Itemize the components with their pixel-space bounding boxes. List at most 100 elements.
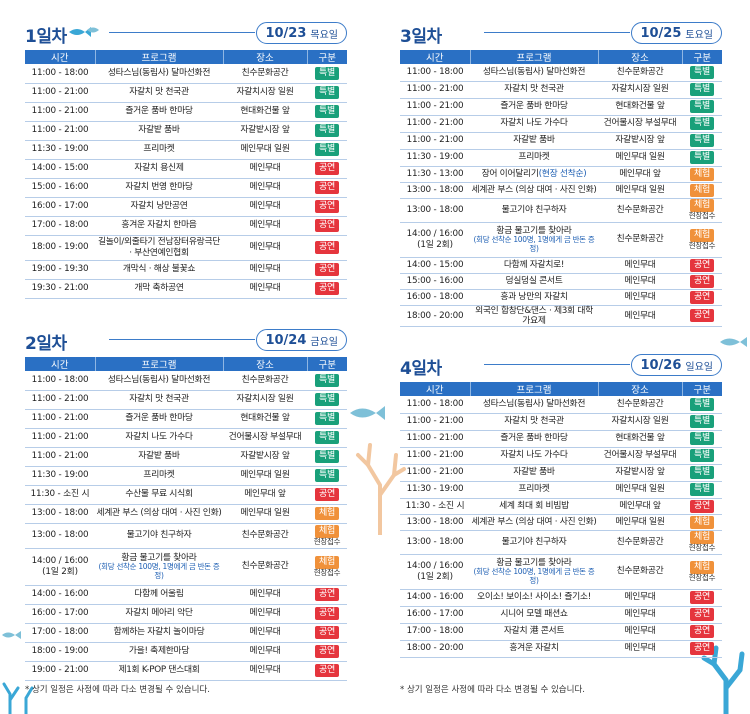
program-text: 성타스님(동림사) 달마선화전 bbox=[107, 375, 211, 386]
place-cell: 친수문화공간 bbox=[223, 523, 307, 549]
time-text: 11:00 - 21:00 bbox=[31, 125, 89, 136]
time-cell: 11:00 - 21:00 bbox=[400, 430, 470, 448]
table-row: 17:00 - 18:00 함께하는 자갈치 놀이마당 메인무대 공연 bbox=[25, 623, 347, 643]
time-cell: 11:00 - 18:00 bbox=[400, 396, 470, 414]
place-cell: 메인무대 bbox=[223, 235, 307, 261]
program-text: 프리마켓 bbox=[143, 470, 175, 481]
place-cell: 자갈치시장 일원 bbox=[223, 83, 307, 103]
program-cell: 다함께 자갈치로! bbox=[470, 257, 598, 274]
column-header: 장소 bbox=[598, 50, 683, 64]
type-badge: 특별 bbox=[315, 86, 339, 99]
type-badge: 특별 bbox=[315, 124, 339, 137]
fish-icon bbox=[69, 27, 99, 37]
table-row: 11:00 - 21:00 즐거운 품바 한마당 현대화건물 앞 특별 bbox=[25, 409, 347, 429]
program-cell: 성타스님(동림사) 달마선화전 bbox=[95, 64, 223, 84]
day-title: 1일차 bbox=[25, 27, 67, 47]
place-cell: 메인무대 일원 bbox=[223, 466, 307, 486]
column-header: 장소 bbox=[598, 382, 683, 396]
time-text: 14:00 / 16:00 bbox=[31, 556, 89, 567]
time-cell: 14:00 - 16:00 bbox=[25, 585, 95, 605]
type-badge: 특별 bbox=[690, 415, 714, 428]
time-text: 19:00 - 19:30 bbox=[31, 264, 89, 275]
place-cell: 메인무대 bbox=[223, 642, 307, 662]
type-cell: 체험 bbox=[307, 504, 347, 524]
program-cell: 황금 물고기를 찾아라 (회당 선착순 100명, 1명에게 금 반돈 증정) bbox=[470, 222, 598, 258]
time-text: 13:00 - 18:00 bbox=[31, 508, 89, 519]
table-row: 11:00 - 18:00 성타스님(동림사) 달마선화전 친수문화공간 특별 bbox=[400, 64, 722, 82]
type-cell: 체험 현장접수 bbox=[682, 554, 722, 590]
type-badge: 공연 bbox=[315, 200, 339, 213]
program-text: 개막식 · 해상 불꽃쇼 bbox=[122, 264, 196, 275]
column-header: 장소 bbox=[223, 357, 308, 371]
table-header-row: 시간 프로그램 장소 구분 bbox=[400, 382, 722, 396]
column-header: 장소 bbox=[223, 50, 308, 64]
type-cell: 공연 bbox=[682, 273, 722, 290]
program-text: 즐거운 품바 한마당 bbox=[125, 106, 193, 117]
time-text: 11:30 - 19:00 bbox=[406, 152, 464, 163]
program-cell: 프리마켓 bbox=[95, 140, 223, 160]
place-cell: 메인무대 bbox=[598, 305, 682, 327]
program-cell: 자갈밭 품바 bbox=[95, 447, 223, 467]
type-cell: 체험 bbox=[682, 182, 722, 199]
program-cell: 장어 이어달리기(현장 선착순) bbox=[470, 166, 598, 183]
time-text: 11:00 - 21:00 bbox=[31, 432, 89, 443]
column-header: 구분 bbox=[307, 50, 347, 64]
program-cell: 프리마켓 bbox=[470, 149, 598, 167]
time-cell: 11:00 - 21:00 bbox=[25, 102, 95, 122]
type-cell: 체험 현장접수 bbox=[307, 523, 347, 549]
time-text: 11:00 - 21:00 bbox=[406, 467, 464, 478]
table-row: 11:00 - 21:00 자갈치 나도 가수다 건어물시장 부설무대 특별 bbox=[25, 428, 347, 448]
time-cell: 17:00 - 18:00 bbox=[400, 623, 470, 641]
time-cell: 19:00 - 21:00 bbox=[25, 661, 95, 681]
time-text: 13:00 - 18:00 bbox=[31, 530, 89, 541]
program-text: 덩실덩실 콘서트 bbox=[505, 275, 563, 286]
time-text: 11:00 - 21:00 bbox=[31, 394, 89, 405]
type-badge: 특별 bbox=[690, 100, 714, 113]
type-badge: 공연 bbox=[315, 645, 339, 658]
type-badge: 공연 bbox=[315, 488, 339, 501]
table-row: 16:00 - 17:00 자갈치 낭만공연 메인무대 공연 bbox=[25, 197, 347, 217]
date-label: 10/25 bbox=[640, 25, 682, 41]
table-row: 11:30 - 13:00 장어 이어달리기(현장 선착순) 메인무대 앞 체험 bbox=[400, 166, 722, 183]
time-text: 11:30 - 소진 시 bbox=[30, 489, 90, 500]
place-cell: 메인무대 일원 bbox=[598, 481, 682, 499]
time-cell: 16:00 - 17:00 bbox=[25, 604, 95, 624]
type-badge: 특별 bbox=[315, 143, 339, 156]
type-cell: 체험 현장접수 bbox=[682, 530, 722, 555]
time-text: 17:00 - 18:00 bbox=[31, 220, 89, 231]
program-cell: 오이소! 보이소! 사이소! 즐기소! bbox=[470, 589, 598, 607]
table-row: 17:00 - 18:00 자갈치 港 콘서트 메인무대 공연 bbox=[400, 623, 722, 641]
table-row: 14:00 / 16:00 (1일 2회) 황금 물고기를 찾아라 (회당 선착순 1… bbox=[400, 554, 722, 590]
time-text: 16:00 - 18:00 bbox=[406, 291, 464, 302]
day-schedule-3: 3일차 10/25 토요일 시간 프로그램 장소 구분 11:00 - 18:00 성타스님(동… bbox=[400, 22, 722, 327]
time-cell: 13:00 - 18:00 bbox=[400, 514, 470, 531]
program-text: 세계관 부스 (의상 대여 · 사진 인화) bbox=[96, 508, 222, 519]
program-text: 세계 최대 회 비빔밥 bbox=[499, 500, 569, 511]
table-row: 19:30 - 21:00 개막 축하공연 메인무대 공연 bbox=[25, 279, 347, 299]
time-text: 11:00 - 18:00 bbox=[406, 399, 464, 410]
divider bbox=[484, 364, 630, 365]
time-cell: 11:30 - 19:00 bbox=[400, 481, 470, 499]
type-cell: 특별 bbox=[682, 132, 722, 150]
coral-decoration bbox=[2, 682, 34, 714]
type-badge: 체험 bbox=[690, 199, 714, 213]
time-text: 11:30 - 19:00 bbox=[31, 144, 89, 155]
day-header: 4일차 10/26 일요일 bbox=[400, 354, 722, 379]
place-cell: 메인무대 bbox=[598, 589, 682, 607]
type-badge: 공연 bbox=[690, 290, 714, 304]
time-text: 16:00 - 17:00 bbox=[31, 201, 89, 212]
time-cell: 14:00 / 16:00 (1일 2회) bbox=[25, 548, 95, 586]
time-text: 11:00 - 21:00 bbox=[406, 84, 464, 95]
program-text: 자갈밭 품바 bbox=[513, 467, 555, 478]
program-cell: 자갈치 맛 천국관 bbox=[95, 390, 223, 410]
program-cell: 흥과 낭만의 자갈치 bbox=[470, 289, 598, 306]
type-cell: 특별 bbox=[682, 464, 722, 482]
program-cell: 제1회 K-POP 댄스대회 bbox=[95, 661, 223, 681]
place-cell: 메인무대 bbox=[223, 661, 307, 681]
program-cell: 시니어 모델 패션쇼 bbox=[470, 606, 598, 624]
table-row: 19:00 - 21:00 제1회 K-POP 댄스대회 메인무대 공연 bbox=[25, 661, 347, 681]
column-header: 시간 bbox=[25, 50, 96, 64]
place-cell: 건어물시장 부설무대 bbox=[598, 115, 682, 133]
place-cell: 친수문화공간 bbox=[598, 396, 682, 414]
program-text: 물고기야 친구하자 bbox=[126, 530, 192, 541]
